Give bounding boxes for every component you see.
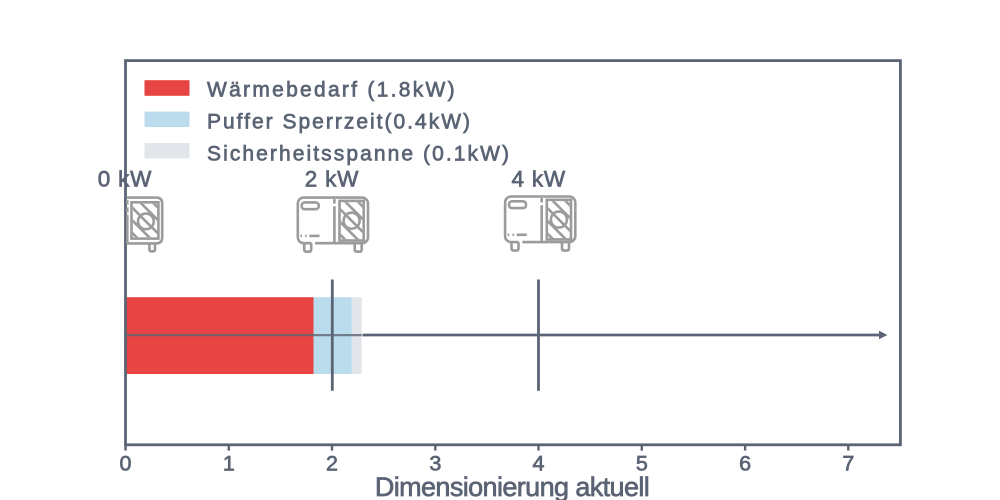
svg-text:5: 5 [636, 452, 648, 476]
svg-text:6: 6 [739, 452, 751, 476]
svg-text:0: 0 [120, 452, 132, 476]
svg-text:2 kW: 2 kW [305, 167, 359, 192]
svg-text:4 kW: 4 kW [511, 167, 565, 192]
svg-text:1: 1 [223, 452, 235, 476]
svg-text:7: 7 [842, 452, 854, 476]
svg-text:Sicherheitsspanne (0.1kW): Sicherheitsspanne (0.1kW) [207, 143, 511, 166]
svg-text:Wärmebedarf (1.8kW): Wärmebedarf (1.8kW) [207, 79, 457, 102]
svg-text:Puffer Sperrzeit(0.4kW): Puffer Sperrzeit(0.4kW) [207, 111, 472, 134]
svg-text:0 kW: 0 kW [98, 167, 152, 192]
svg-text:Dimensionierung aktuell: Dimensionierung aktuell [375, 472, 649, 500]
svg-text:3: 3 [429, 452, 441, 476]
svg-text:2: 2 [326, 452, 338, 476]
svg-text:4: 4 [533, 452, 545, 476]
